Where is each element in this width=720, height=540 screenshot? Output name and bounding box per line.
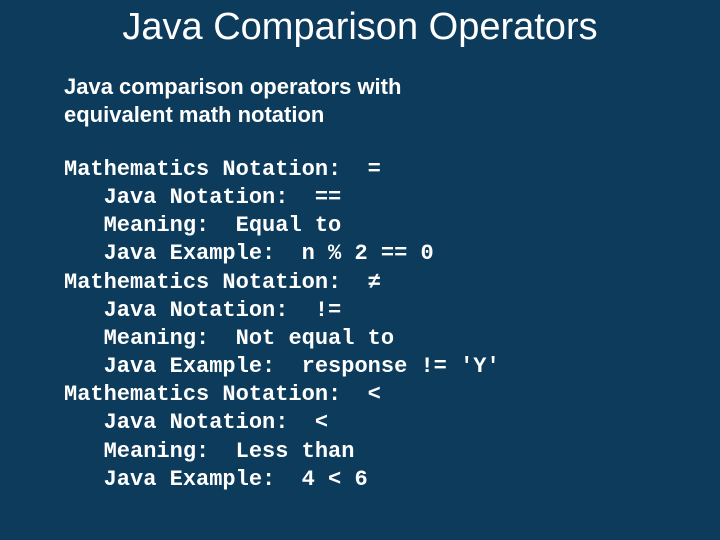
entry-2-meaning-value: Less than bbox=[236, 439, 355, 464]
slide-title: Java Comparison Operators bbox=[0, 0, 720, 73]
entry-1-meaning-value: Not equal to bbox=[236, 326, 394, 351]
entry-2-example-value: 4 < 6 bbox=[302, 467, 368, 492]
operator-list: Mathematics Notation: = Java Notation: =… bbox=[64, 156, 720, 494]
entry-0-math-value: = bbox=[368, 157, 381, 182]
entry-2-java-value: < bbox=[315, 410, 328, 435]
entry-0-example-label: Java Example: bbox=[104, 241, 276, 266]
slide: Java Comparison Operators Java compariso… bbox=[0, 0, 720, 540]
entry-2-math-value: < bbox=[368, 382, 381, 407]
subtitle-line-2: equivalent math notation bbox=[64, 102, 324, 127]
entry-0-math-label: Mathematics Notation: bbox=[64, 157, 341, 182]
entry-2-math-label: Mathematics Notation: bbox=[64, 382, 341, 407]
entry-0-java-label: Java Notation: bbox=[104, 185, 289, 210]
entry-1-java-label: Java Notation: bbox=[104, 298, 289, 323]
entry-2-java-label: Java Notation: bbox=[104, 410, 289, 435]
entry-1-meaning-label: Meaning: bbox=[104, 326, 210, 351]
entry-1-java-value: != bbox=[315, 298, 341, 323]
slide-subtitle: Java comparison operators with equivalen… bbox=[64, 73, 720, 128]
entry-2-example-label: Java Example: bbox=[104, 467, 276, 492]
entry-0-meaning-value: Equal to bbox=[236, 213, 342, 238]
subtitle-line-1: Java comparison operators with bbox=[64, 74, 401, 99]
entry-1-math-value: ≠ bbox=[368, 270, 381, 295]
entry-2-meaning-label: Meaning: bbox=[104, 439, 210, 464]
entry-0-java-value: == bbox=[315, 185, 341, 210]
entry-0-meaning-label: Meaning: bbox=[104, 213, 210, 238]
entry-0-example-value: n % 2 == 0 bbox=[302, 241, 434, 266]
entry-1-example-value: response != 'Y' bbox=[302, 354, 500, 379]
entry-1-math-label: Mathematics Notation: bbox=[64, 270, 341, 295]
entry-1-example-label: Java Example: bbox=[104, 354, 276, 379]
